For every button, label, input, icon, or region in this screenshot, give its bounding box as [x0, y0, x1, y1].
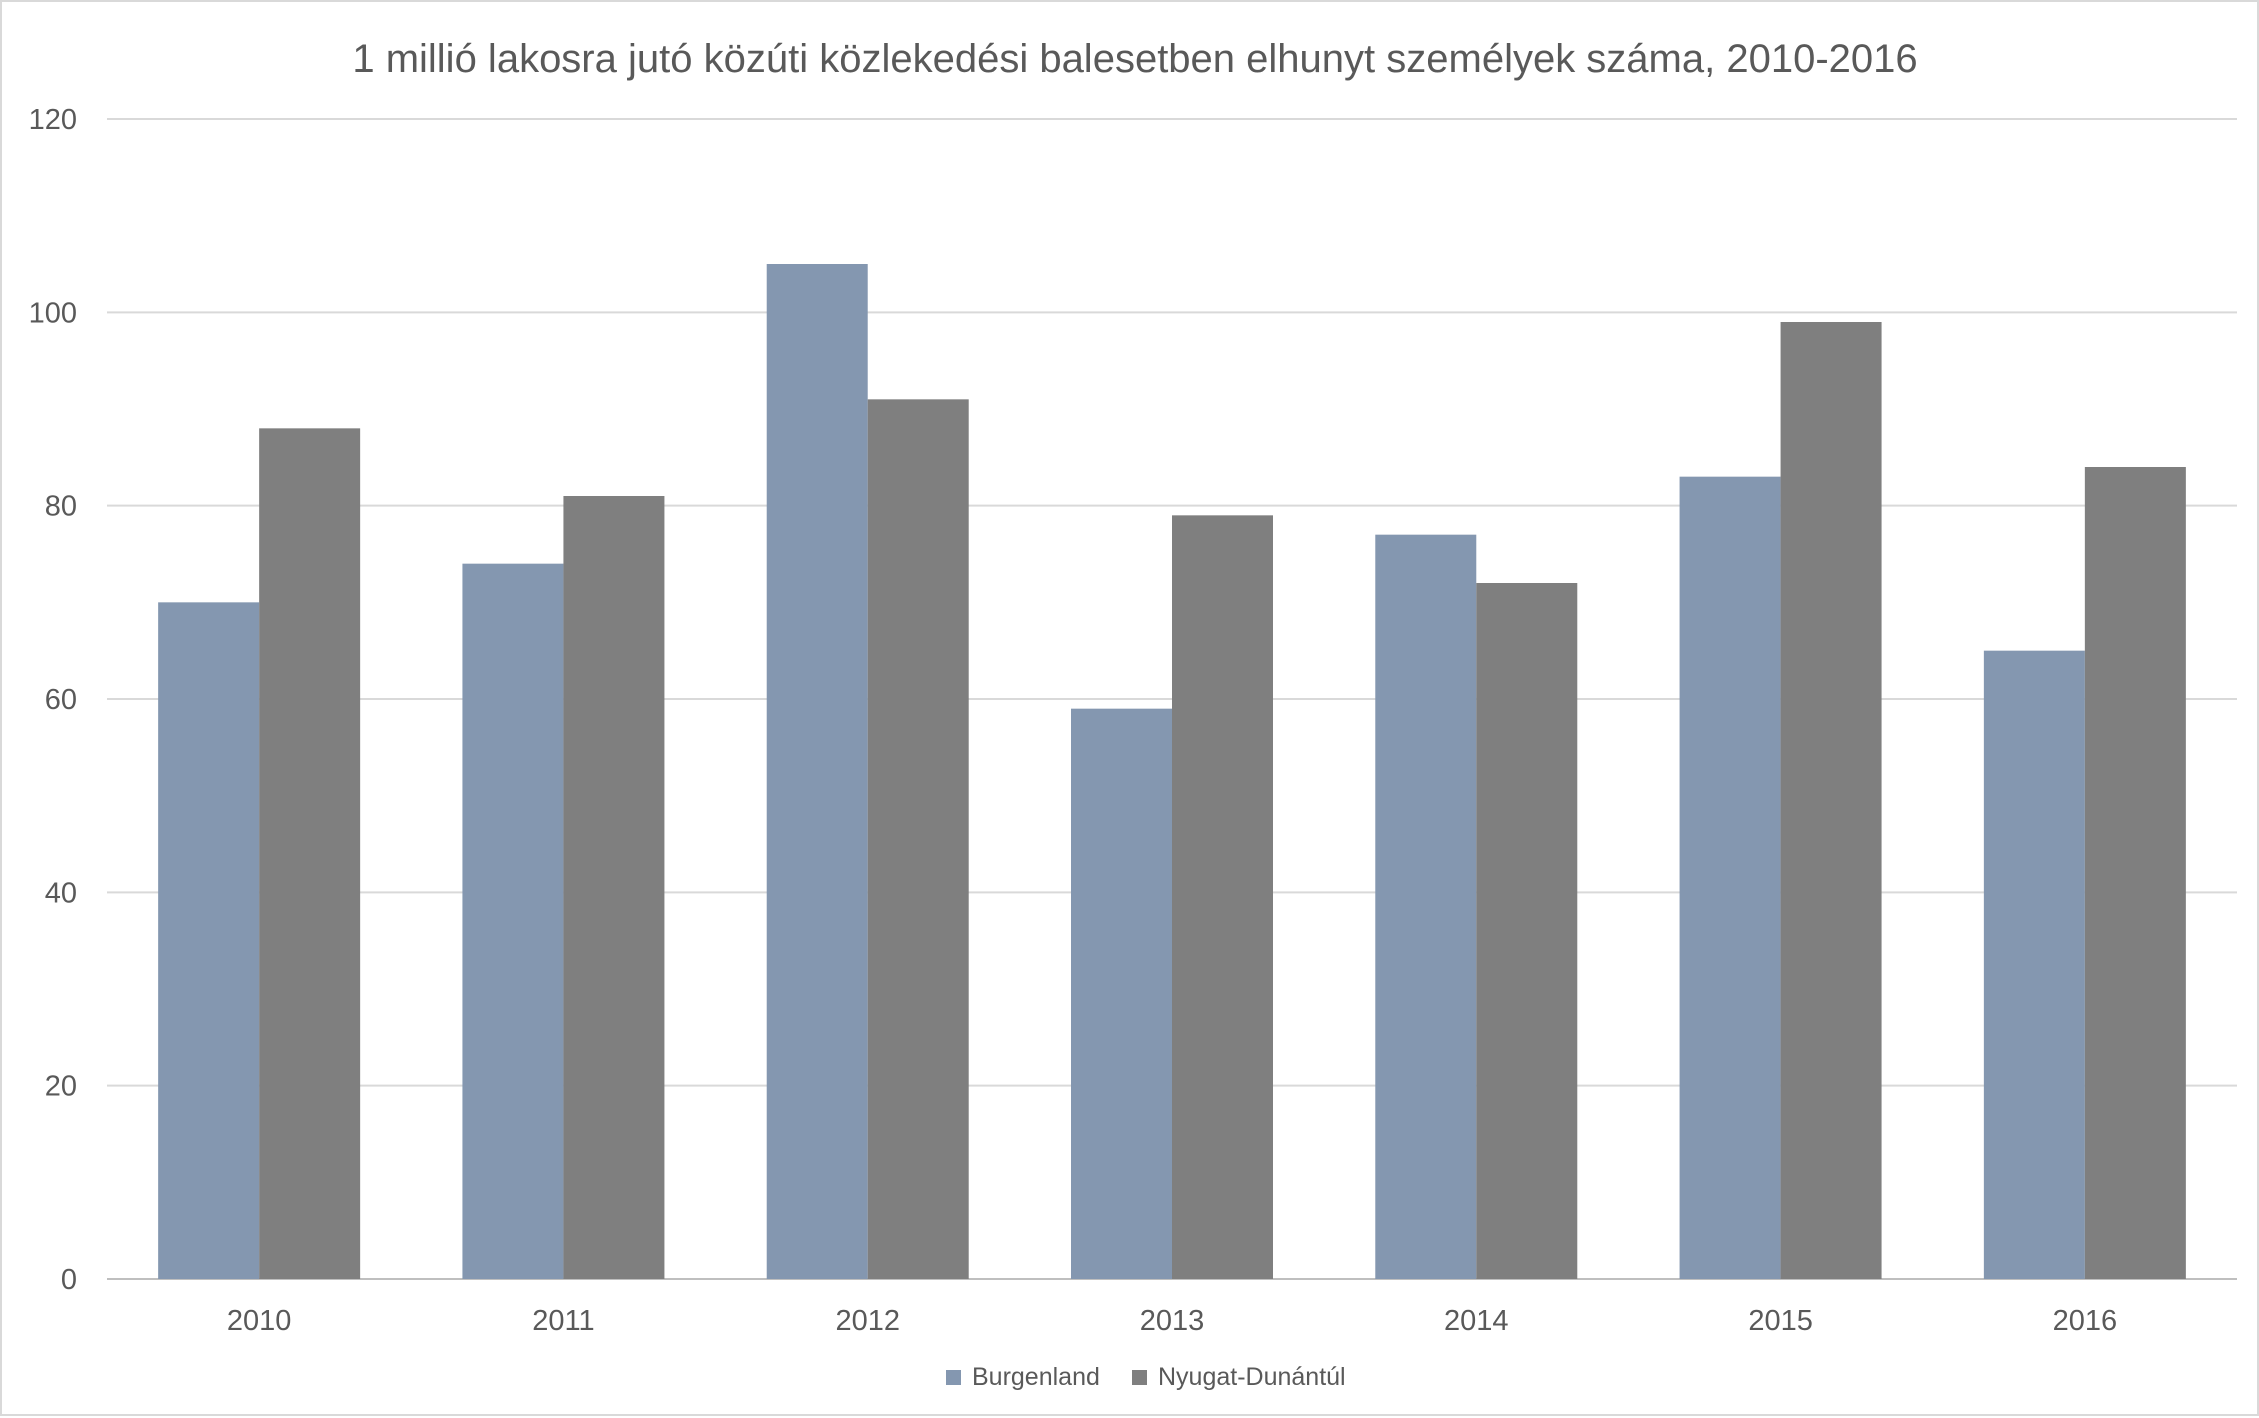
chart-title: 1 millió lakosra jutó közúti közlekedési… — [352, 37, 1917, 81]
x-tick-label: 2013 — [1140, 1305, 1205, 1337]
bar-nyugat-dun-nt-l-2016 — [2084, 467, 2186, 1279]
legend-swatch-nyugat-dun-nt-l — [1132, 1370, 1147, 1385]
bar-burgenland-2011 — [462, 563, 564, 1279]
bar-nyugat-dun-nt-l-2012 — [867, 399, 969, 1279]
bar-nyugat-dun-nt-l-2015 — [1780, 322, 1882, 1279]
legend-label: Burgenland — [972, 1363, 1100, 1391]
x-tick-label: 2016 — [2053, 1305, 2118, 1337]
x-tick-label: 2014 — [1444, 1305, 1509, 1337]
bar-burgenland-2010 — [158, 602, 260, 1279]
legend-swatch-burgenland — [946, 1370, 961, 1385]
x-axis-ticks: 2010 2011 2012 2013 2014 2015 2016 — [227, 1305, 2117, 1337]
y-tick-label: 20 — [45, 1071, 77, 1103]
y-tick-label: 80 — [45, 491, 77, 523]
x-tick-label: 2010 — [227, 1305, 292, 1337]
legend-label: Nyugat-Dunántúl — [1158, 1363, 1346, 1391]
bar-burgenland-2015 — [1679, 476, 1781, 1280]
legend: Burgenland Nyugat-Dunántúl — [946, 1363, 1346, 1391]
y-tick-label: 40 — [45, 877, 77, 909]
y-tick-label: 100 — [29, 297, 77, 329]
y-axis-ticks: 0 20 40 60 80 100 120 — [29, 104, 77, 1296]
bar-nyugat-dun-nt-l-2013 — [1172, 515, 1273, 1279]
bar-nyugat-dun-nt-l-2011 — [563, 496, 665, 1279]
x-tick-label: 2015 — [1748, 1305, 1813, 1337]
bar-nyugat-dun-nt-l-2010 — [259, 428, 361, 1279]
x-tick-label: 2011 — [532, 1305, 594, 1337]
y-tick-label: 120 — [29, 104, 77, 136]
y-tick-label: 0 — [61, 1264, 77, 1296]
bar-burgenland-2012 — [766, 264, 868, 1279]
bar-burgenland-2016 — [1983, 650, 2085, 1279]
bars — [158, 264, 2186, 1280]
bar-burgenland-2013 — [1071, 708, 1172, 1279]
y-tick-label: 60 — [45, 684, 77, 716]
bar-burgenland-2014 — [1375, 534, 1477, 1279]
x-tick-label: 2012 — [835, 1305, 900, 1337]
bar-nyugat-dun-nt-l-2014 — [1476, 583, 1578, 1279]
